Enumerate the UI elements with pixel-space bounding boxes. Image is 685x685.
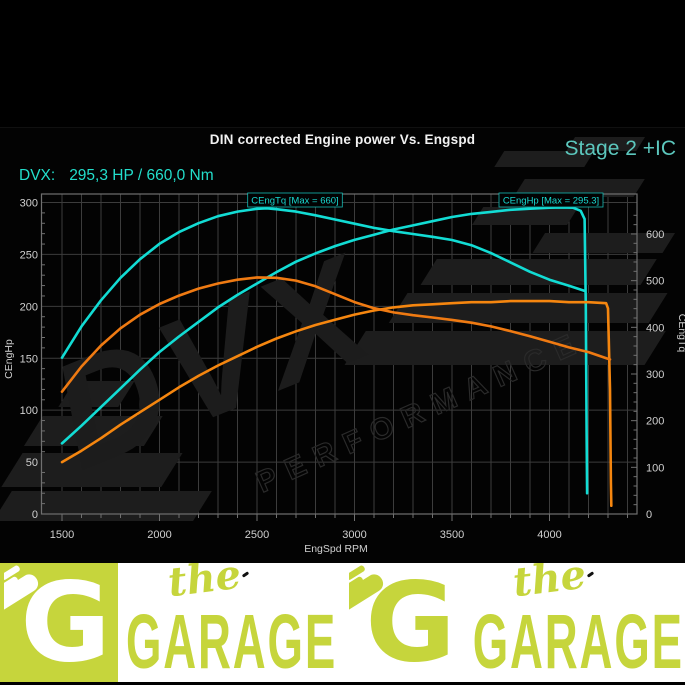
garage-g-logo: G: [4, 565, 111, 681]
chart-title: DIN corrected Engine power Vs. Engspd: [209, 132, 476, 147]
svg-text:200: 200: [20, 301, 38, 313]
svg-text:2000: 2000: [147, 529, 171, 541]
svg-text:400: 400: [646, 322, 664, 334]
svg-text:300: 300: [646, 369, 664, 381]
svg-text:CEngTq [Max = 660]: CEngTq [Max = 660]: [251, 196, 338, 207]
tuning-result-prefix: DVX:: [19, 167, 56, 184]
the-script-text: the: [165, 563, 244, 607]
footer-divider: [0, 682, 685, 685]
svg-text:CEngTq: CEngTq: [676, 314, 685, 353]
stage-label: Stage 2 +IC: [564, 137, 677, 160]
garage-logo-panel-2: G: [345, 563, 465, 682]
garage-text-panel-2: the GARAGE: [465, 563, 685, 682]
garage-g-logo: G: [349, 565, 456, 681]
garage-banner: G the GARAGE G the: [0, 563, 685, 682]
the-accent-mark: [587, 571, 595, 578]
svg-text:300: 300: [20, 198, 38, 210]
tuning-result-line: DVX: 295,3 HP / 660,0 Nm: [19, 167, 214, 185]
svg-text:0: 0: [646, 509, 652, 521]
svg-text:CEngHp: CEngHp: [3, 339, 15, 379]
plot-annotations: CEngTq [Max = 660] CEngHp [Max = 295.3]: [247, 192, 604, 208]
the-accent-mark: [241, 571, 250, 578]
garage-word: GARAGE: [472, 599, 684, 682]
svg-text:0: 0: [32, 509, 38, 521]
plot-curves: [60, 206, 613, 507]
garage-text-panel-1: the GARAGE: [118, 563, 345, 682]
svg-text:100: 100: [20, 405, 38, 417]
svg-text:CEngHp [Max = 295.3]: CEngHp [Max = 295.3]: [503, 196, 599, 207]
the-script-text: the: [510, 563, 589, 607]
svg-text:3500: 3500: [440, 529, 464, 541]
svg-text:200: 200: [646, 416, 664, 428]
dyno-chart: DVX PERFORMANCE 1500 2000 2500 3000 3500 4000…: [0, 127, 685, 564]
svg-text:50: 50: [26, 457, 38, 469]
svg-text:150: 150: [20, 353, 38, 365]
svg-text:250: 250: [20, 249, 38, 261]
garage-word: GARAGE: [125, 599, 338, 682]
svg-text:3000: 3000: [342, 529, 366, 541]
svg-text:500: 500: [646, 276, 664, 288]
svg-text:1500: 1500: [50, 529, 74, 541]
svg-text:EngSpd RPM: EngSpd RPM: [304, 543, 368, 555]
dyno-plot: DVX PERFORMANCE 1500 2000 2500 3000 3500 4000…: [0, 137, 685, 555]
svg-text:4000: 4000: [537, 529, 561, 541]
svg-text:2500: 2500: [245, 529, 269, 541]
garage-logo-panel-1: G: [0, 563, 118, 682]
svg-text:600: 600: [646, 229, 664, 241]
svg-text:100: 100: [646, 462, 664, 474]
tuning-result-value: 295,3 HP / 660,0 Nm: [69, 167, 214, 184]
